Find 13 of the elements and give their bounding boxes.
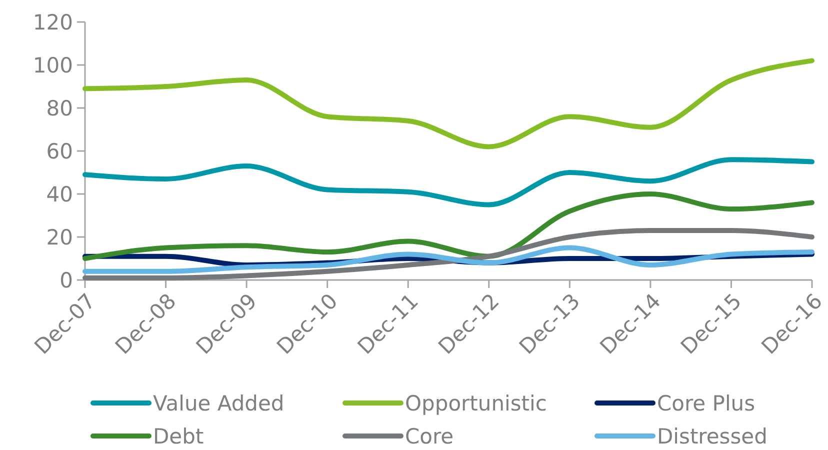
y-tick-label: 0 — [60, 268, 73, 292]
y-tick-label: 40 — [46, 182, 73, 206]
legend-label: Distressed — [657, 424, 768, 448]
legend-label: Opportunistic — [405, 391, 547, 416]
y-tick-label: 80 — [46, 96, 73, 120]
legend-label: Core Plus — [657, 391, 756, 416]
y-tick-label: 100 — [32, 53, 73, 78]
y-tick-label: 20 — [46, 225, 73, 250]
legend-label: Debt — [153, 424, 204, 448]
legend-label: Core — [405, 424, 454, 448]
y-tick-label: 60 — [46, 139, 73, 164]
y-tick-label: 120 — [32, 10, 73, 34]
legend-label: Value Added — [153, 391, 284, 416]
